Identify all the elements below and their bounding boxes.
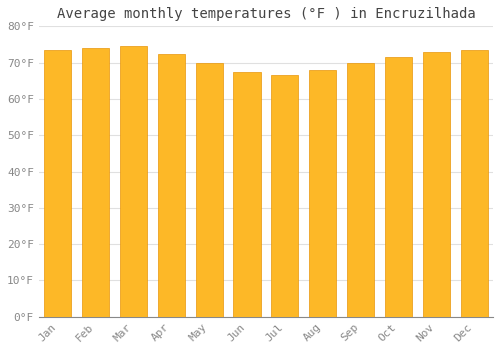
Bar [385,57,412,317]
Bar [460,50,488,317]
Bar [82,48,109,317]
Bar [44,50,72,317]
Title: Average monthly temperatures (°F ) in Encruzilhada: Average monthly temperatures (°F ) in En… [56,7,476,21]
Bar [347,63,374,317]
Bar [234,72,260,317]
Bar [271,75,298,317]
Bar [309,70,336,317]
Bar [120,46,147,317]
Bar [422,52,450,317]
Bar [196,63,223,317]
Bar [158,54,185,317]
